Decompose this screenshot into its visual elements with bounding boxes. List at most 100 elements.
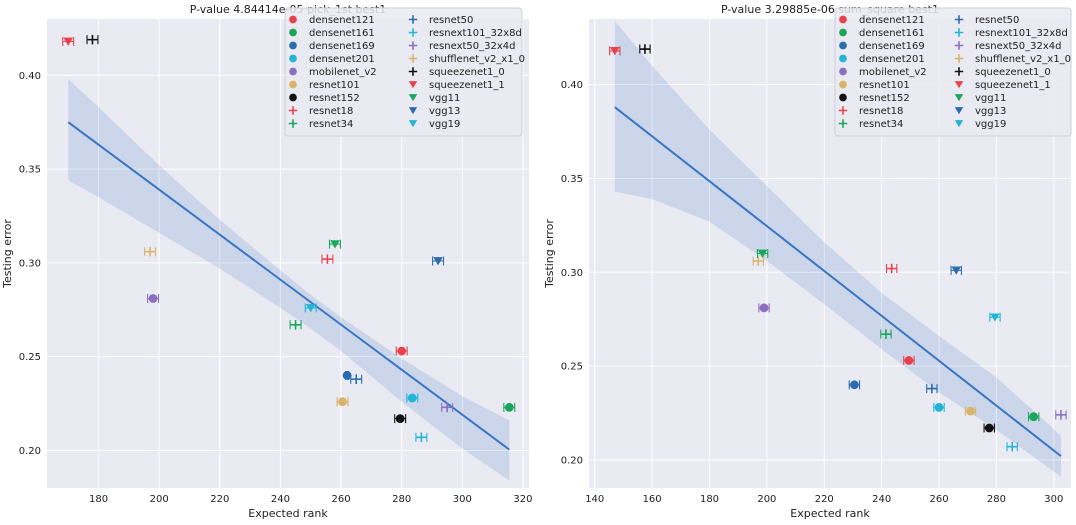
data-point-squeezenet1_1 [63, 37, 74, 46]
regression-line [67, 121, 510, 451]
legend-label: mobilenet_v2 [859, 67, 927, 78]
legend-label: resnet50 [975, 15, 1019, 26]
legend-label: densenet201 [309, 54, 375, 65]
data-point-vgg13 [433, 257, 443, 266]
data-point-resnet18 [322, 254, 333, 264]
x-tick-label: 140 [585, 494, 604, 505]
legend-marker-densenet161 [839, 28, 847, 37]
chart-sum-square: 140 160 180 200 220 240 260 280 300 0.20 0.25 0.30 0… [543, 3, 1072, 520]
data-point-squeezenet1_0 [87, 34, 98, 45]
legend-label: squeezenet1_0 [975, 67, 1051, 78]
legend-marker-resnext50_32x4d [408, 41, 418, 50]
data-point-resnet152 [984, 423, 994, 433]
legend-label: mobilenet_v2 [309, 67, 377, 78]
x-tick-label: 240 [872, 494, 891, 505]
legend-marker-resnet34 [288, 119, 298, 128]
legend-label: densenet169 [859, 41, 925, 52]
legend-marker-densenet201 [839, 54, 847, 63]
legend-marker-resnext50_32x4d [954, 41, 964, 50]
y-tick-label: 0.20 [19, 446, 41, 457]
data-point-shufflenet_v2_x1_0 [145, 246, 155, 257]
confidence-band [614, 20, 1061, 477]
confidence-band [68, 79, 510, 481]
legend-label: vgg19 [429, 119, 460, 130]
data-point-densenet201 [407, 393, 417, 403]
legend-marker-densenet121 [289, 15, 297, 24]
legend-box [834, 7, 1072, 137]
legend-label: resnet152 [309, 93, 360, 104]
legend-label: densenet121 [309, 15, 375, 26]
legend-marker-mobilenet_v2 [839, 67, 847, 76]
legend-label: resnet18 [309, 106, 353, 117]
data-point-resnext50_32x4d [442, 402, 452, 413]
data-point-resnet152 [395, 414, 405, 423]
legend-marker-vgg11 [954, 94, 964, 102]
data-point-vgg19 [305, 304, 316, 313]
legend-label: vgg13 [429, 106, 460, 117]
data-point-resnet101 [338, 397, 347, 407]
legend-label: resnext50_32x4d [975, 41, 1061, 52]
data-point-densenet169 [342, 371, 352, 380]
legend-marker-resnet18 [838, 106, 848, 115]
data-point-vgg11 [757, 249, 768, 258]
legend-label: resnet50 [429, 15, 473, 26]
legend-label: resnext101_32x8d [429, 28, 522, 39]
legend-marker-resnet34 [838, 119, 848, 128]
data-point-resnet18 [886, 263, 897, 274]
legend-label: resnet152 [859, 93, 910, 104]
x-tick-label: 260 [332, 494, 351, 505]
legend-label: densenet161 [859, 28, 925, 39]
x-tick-label: 300 [1044, 494, 1063, 505]
legend-marker-squeezenet1_0 [408, 67, 418, 76]
data-point-densenet121 [397, 346, 407, 356]
data-point-squeezenet1_0 [640, 44, 650, 54]
data-point-densenet169 [849, 380, 859, 390]
x-tick-label: 320 [513, 494, 532, 505]
legend-marker-resnet50 [408, 15, 418, 24]
legend-label: vgg19 [975, 119, 1006, 130]
data-point-vgg19 [990, 313, 1000, 322]
legend-label: densenet121 [859, 15, 925, 26]
regression-line [614, 106, 1062, 457]
data-point-densenet121 [904, 356, 914, 365]
legend-label: densenet169 [309, 41, 375, 52]
legend-label: resnext50_32x4d [429, 41, 515, 52]
legend-marker-vgg19 [954, 120, 964, 128]
y-tick-label: 0.25 [561, 362, 583, 373]
legend-marker-vgg13 [954, 107, 964, 115]
data-point-densenet161 [1029, 412, 1039, 422]
y-tick-label: 0.40 [561, 80, 583, 91]
data-point-resnet101 [966, 406, 975, 416]
legend-marker-densenet169 [289, 41, 297, 50]
y-tick-label: 0.30 [19, 258, 41, 269]
legend-label: squeezenet1_0 [429, 67, 505, 78]
data-point-resnet50 [351, 374, 362, 384]
x-tick-label: 180 [700, 494, 719, 505]
legend-marker-resnet18 [288, 106, 298, 115]
x-tick-label: 180 [89, 494, 108, 505]
legend-marker-squeezenet1_0 [954, 67, 964, 76]
y-axis-label: Testing error [1, 219, 14, 289]
legend-marker-mobilenet_v2 [289, 67, 297, 76]
data-point-vgg11 [330, 240, 340, 249]
x-tick-label: 160 [643, 494, 662, 505]
legend-marker-resnet50 [954, 15, 964, 24]
y-tick-label: 0.30 [561, 268, 583, 279]
legend-marker-squeezenet1_1 [408, 81, 418, 89]
legend-label: squeezenet1_1 [975, 80, 1051, 91]
legend-marker-resnet152 [289, 93, 297, 102]
data-point-resnext101_32x8d [1007, 441, 1017, 452]
legend-marker-resnet152 [839, 93, 847, 102]
legend-label: densenet201 [859, 54, 925, 65]
data-point-resnet50 [927, 383, 937, 394]
y-tick-label: 0.25 [19, 352, 41, 363]
legend-marker-resnext101_32x8d [954, 28, 964, 37]
legend-marker-resnext101_32x8d [408, 28, 418, 37]
legend-label: resnet34 [309, 119, 353, 130]
legend-marker-densenet201 [289, 54, 297, 63]
x-tick-label: 200 [757, 494, 776, 505]
legend-label: resnet18 [859, 106, 903, 117]
legend-box [284, 7, 523, 137]
